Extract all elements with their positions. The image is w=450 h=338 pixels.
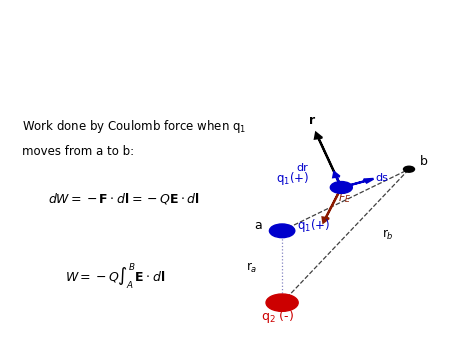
- Circle shape: [266, 294, 298, 311]
- FancyArrow shape: [323, 188, 342, 223]
- Text: r: r: [309, 114, 315, 127]
- Text: $F_E$: $F_E$: [338, 191, 351, 205]
- Text: ds: ds: [376, 173, 388, 183]
- Text: $dW = -\mathbf{F} \cdot d\mathbf{l} = -Q\mathbf{E} \cdot d\mathbf{l}$: $dW = -\mathbf{F} \cdot d\mathbf{l} = -Q…: [48, 191, 199, 206]
- Text: r$_a$: r$_a$: [246, 261, 257, 275]
- Circle shape: [330, 182, 352, 193]
- Circle shape: [404, 166, 414, 172]
- FancyArrow shape: [315, 133, 342, 188]
- Text: q$_1$(+): q$_1$(+): [297, 217, 330, 234]
- FancyArrow shape: [341, 179, 374, 188]
- Circle shape: [270, 224, 295, 238]
- Text: Electric Potential Energy: Electric Potential Energy: [100, 48, 350, 66]
- Text: q$_1$(+): q$_1$(+): [276, 170, 309, 187]
- Text: moves from a to b:: moves from a to b:: [22, 145, 134, 158]
- Text: dr: dr: [296, 163, 308, 173]
- Text: a: a: [255, 219, 262, 232]
- Text: r$_b$: r$_b$: [382, 228, 393, 242]
- Text: $W = -Q \int_{A}^{B} \mathbf{E} \cdot d\mathbf{l}$: $W = -Q \int_{A}^{B} \mathbf{E} \cdot d\…: [65, 262, 165, 291]
- FancyArrow shape: [333, 172, 342, 188]
- Text: q$_2$ (-): q$_2$ (-): [261, 308, 294, 325]
- Text: Electric Potential Energy: Electric Potential Energy: [24, 83, 218, 97]
- Text: b: b: [419, 155, 428, 168]
- Text: Work done by Coulomb force when q$_1$: Work done by Coulomb force when q$_1$: [22, 118, 247, 135]
- Text: Electric Potential: Electric Potential: [138, 17, 312, 35]
